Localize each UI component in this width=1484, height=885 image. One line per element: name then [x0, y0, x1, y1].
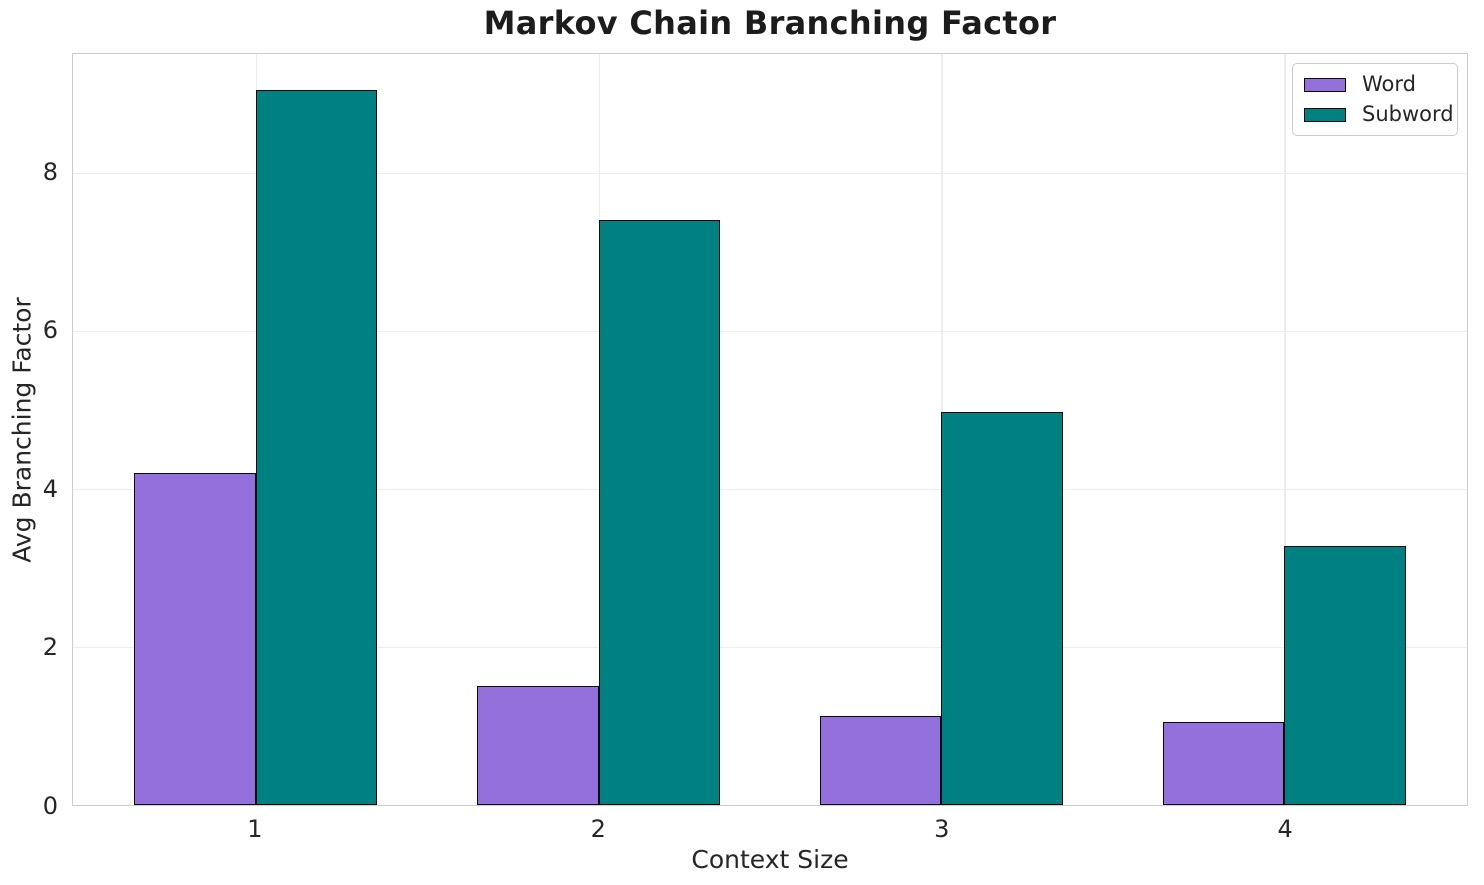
bar-subword-2: [598, 220, 721, 805]
legend-swatch-subword: [1304, 107, 1346, 122]
bar-subword-1: [255, 89, 378, 805]
y-tick-label: 4: [42, 474, 58, 503]
legend-label: Word: [1362, 72, 1416, 96]
gridline-horizontal: [73, 646, 1467, 649]
legend-label: Subword: [1362, 102, 1454, 127]
gridline-horizontal: [73, 488, 1467, 491]
x-tick-label: 1: [247, 815, 263, 843]
chart-title: Markov Chain Branching Factor: [483, 4, 1057, 42]
legend-swatch-word: [1304, 77, 1346, 92]
bar-word-3: [819, 716, 942, 805]
bar-subword-4: [1284, 545, 1406, 805]
gridline-vertical: [1284, 54, 1286, 805]
legend-item-word: Word: [1304, 72, 1446, 96]
x-tick-label: 4: [1277, 815, 1293, 843]
gridline-horizontal: [73, 172, 1467, 175]
y-tick-label: 0: [42, 792, 58, 820]
gridline-horizontal: [73, 330, 1467, 333]
legend-item-subword: Subword: [1304, 102, 1454, 126]
bar-subword-3: [941, 412, 1063, 805]
plot-area: [72, 53, 1468, 806]
x-tick-label: 3: [934, 815, 950, 843]
y-tick-label: 2: [42, 633, 58, 662]
y-tick-label: 8: [42, 157, 58, 186]
legend: Word Subword: [1292, 63, 1458, 137]
x-tick-label: 2: [590, 815, 606, 843]
bar-word-2: [476, 686, 599, 805]
bar-word-4: [1162, 722, 1285, 805]
y-tick-label: 6: [42, 316, 58, 345]
bar-word-1: [134, 472, 256, 805]
x-axis-label: Context Size: [691, 845, 849, 874]
